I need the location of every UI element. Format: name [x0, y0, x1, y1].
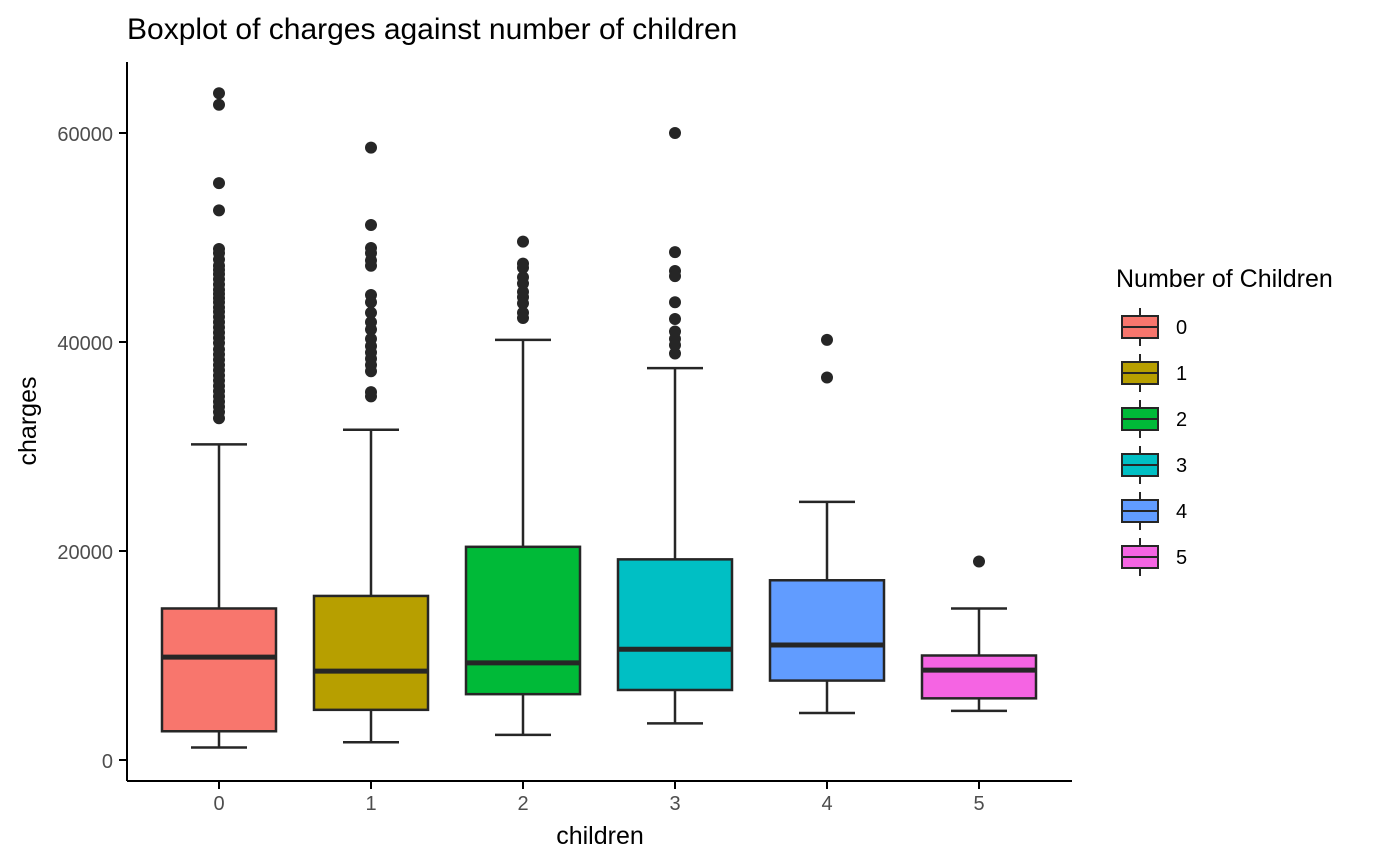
box-group-3 [616, 127, 734, 725]
x-tick-label: 5 [973, 793, 984, 815]
outlier-point [973, 555, 985, 568]
legend-label: 2 [1176, 409, 1187, 431]
box-iqr [312, 594, 430, 712]
legend-label: 1 [1176, 363, 1187, 385]
x-tick-label: 4 [821, 793, 832, 815]
x-tick-label: 2 [517, 793, 528, 815]
x-axis-ticks: 0 1 2 3 4 5 [213, 781, 985, 815]
legend-title: Number of Children [1116, 265, 1333, 293]
outlier-point [213, 87, 225, 100]
legend-label: 5 [1176, 547, 1187, 569]
legend-item-1: 1 [1121, 354, 1187, 392]
outlier-point [669, 127, 681, 139]
outlier-point [365, 141, 377, 154]
legend-label: 0 [1176, 317, 1187, 339]
outlier-point [669, 347, 681, 360]
box-group-4 [768, 333, 886, 715]
outlier-point [365, 390, 377, 403]
plot-area [160, 87, 1038, 749]
legend-label: 3 [1176, 455, 1187, 477]
legend-item-4: 4 [1121, 492, 1187, 530]
box-iqr [768, 579, 886, 682]
legend: Number of Children 0 1 2 3 4 5 [1116, 265, 1333, 576]
outlier-point [517, 297, 529, 310]
outlier-point [669, 270, 681, 283]
legend-item-0: 0 [1121, 308, 1187, 346]
x-tick-label: 1 [365, 793, 376, 815]
box-group-2 [464, 235, 582, 737]
outlier-point [517, 277, 529, 290]
outlier-point [517, 261, 529, 274]
y-tick-label: 20000 [57, 542, 113, 564]
outlier-point [517, 235, 529, 248]
y-tick-label: 40000 [57, 333, 113, 355]
outlier-point [669, 339, 681, 352]
box-group-0 [160, 87, 278, 749]
chart-title: Boxplot of charges against number of chi… [127, 13, 737, 46]
box-iqr [920, 654, 1038, 700]
outlier-point [365, 323, 377, 336]
box-iqr [160, 607, 278, 733]
outlier-point [213, 204, 225, 217]
x-axis-label: children [556, 822, 644, 850]
legend-item-5: 5 [1121, 538, 1187, 576]
y-tick-label: 60000 [57, 124, 113, 146]
outlier-point [669, 313, 681, 326]
y-tick-label: 0 [102, 751, 113, 773]
box-iqr [464, 545, 582, 696]
outlier-point [213, 412, 225, 425]
outlier-point [365, 259, 377, 272]
y-axis-ticks: 0 20000 40000 60000 [57, 124, 127, 773]
box-iqr [616, 558, 734, 692]
outlier-point [821, 333, 833, 346]
box-group-5 [920, 555, 1038, 713]
outlier-point [365, 218, 377, 231]
outlier-point [669, 246, 681, 259]
legend-item-3: 3 [1121, 446, 1187, 484]
legend-label: 4 [1176, 501, 1187, 523]
outlier-point [821, 371, 833, 384]
x-tick-label: 0 [213, 793, 224, 815]
box-group-1 [312, 141, 430, 744]
y-axis-label: charges [14, 377, 42, 466]
outlier-point [365, 365, 377, 378]
legend-item-2: 2 [1121, 400, 1187, 438]
outlier-point [213, 177, 225, 190]
outlier-point [365, 296, 377, 309]
x-tick-label: 3 [669, 793, 680, 815]
outlier-point [213, 98, 225, 111]
outlier-point [517, 311, 529, 324]
outlier-point [669, 296, 681, 309]
outlier-point [365, 306, 377, 319]
